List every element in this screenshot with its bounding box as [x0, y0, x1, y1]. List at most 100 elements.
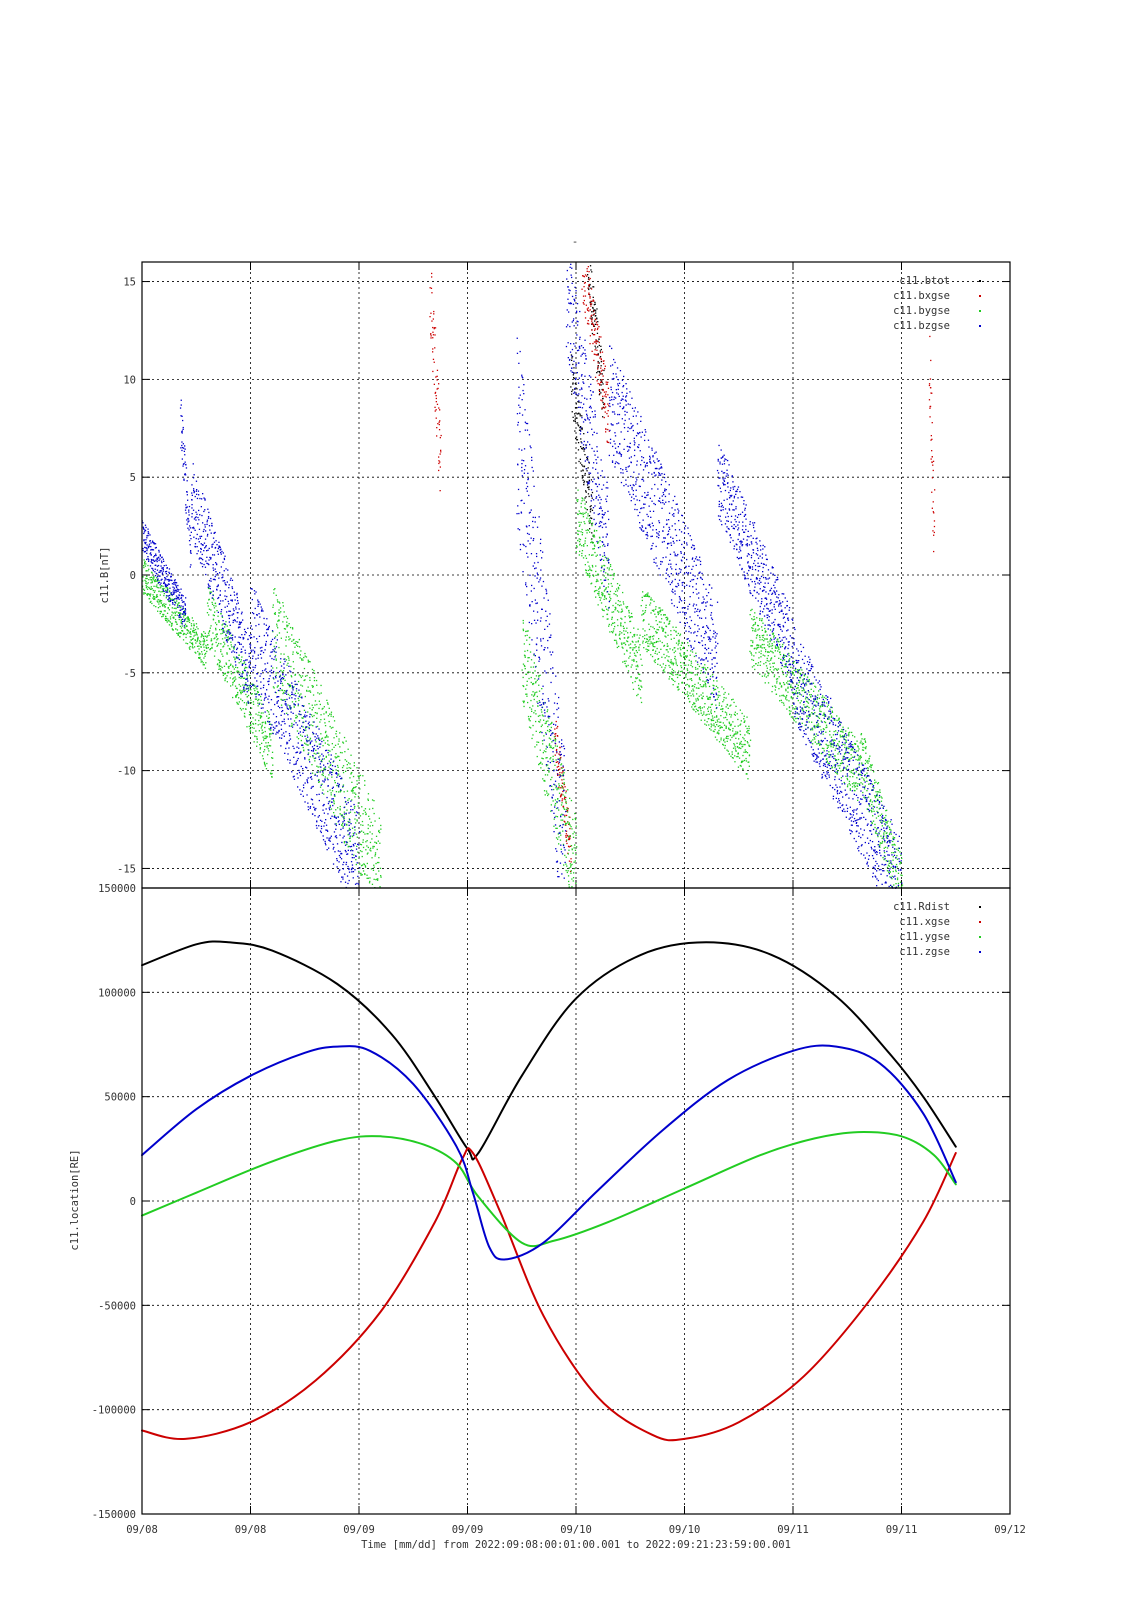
data-point	[683, 652, 685, 654]
data-point	[182, 605, 184, 608]
data-point	[568, 822, 570, 824]
data-point	[524, 650, 526, 652]
data-point	[774, 650, 776, 652]
data-point	[275, 659, 277, 661]
data-point	[142, 547, 144, 550]
data-point	[155, 606, 157, 608]
data-point	[747, 761, 749, 763]
data-point	[622, 601, 624, 603]
data-point	[182, 443, 184, 445]
data-point	[594, 376, 597, 378]
data-point	[191, 617, 193, 619]
data-point	[642, 636, 644, 638]
data-point	[589, 531, 591, 533]
data-point	[293, 638, 295, 641]
data-point	[658, 626, 661, 628]
data-point	[580, 506, 582, 508]
data-point	[165, 578, 167, 580]
data-point	[821, 696, 823, 699]
data-point	[266, 736, 269, 738]
data-point	[765, 649, 767, 651]
data-point	[587, 487, 590, 489]
data-point	[886, 832, 888, 834]
data-point	[244, 716, 246, 718]
data-point	[636, 664, 639, 666]
data-point	[587, 307, 589, 309]
data-point	[723, 717, 725, 719]
data-point	[569, 835, 571, 837]
data-point	[666, 616, 668, 618]
data-point	[705, 724, 708, 726]
data-point	[678, 639, 680, 641]
data-point	[561, 785, 564, 788]
data-point	[433, 361, 435, 363]
data-point	[362, 870, 365, 872]
data-point	[564, 816, 566, 818]
data-point	[196, 639, 199, 641]
data-point	[606, 440, 608, 442]
data-point	[860, 733, 863, 735]
data-point	[207, 605, 209, 607]
data-point	[530, 727, 532, 729]
data-point	[186, 632, 189, 634]
data-point	[262, 721, 264, 723]
data-point	[595, 340, 597, 342]
data-point	[303, 705, 305, 707]
data-point	[899, 863, 901, 865]
data-point	[180, 621, 182, 623]
data-point	[708, 685, 711, 688]
data-point	[626, 606, 629, 608]
data-point	[271, 757, 273, 759]
data-point	[651, 655, 654, 658]
data-point	[767, 655, 769, 657]
data-point	[180, 606, 182, 609]
data-point	[876, 833, 878, 835]
data-point	[373, 866, 375, 868]
data-point	[729, 713, 731, 716]
data-point	[834, 718, 836, 721]
data-point	[788, 700, 790, 702]
data-point	[835, 759, 837, 761]
data-point	[219, 668, 221, 670]
data-point	[357, 851, 359, 853]
data-point	[570, 861, 572, 863]
data-point	[637, 640, 639, 642]
data-point	[269, 745, 272, 747]
data-point	[290, 665, 292, 668]
data-point	[186, 523, 188, 525]
data-point	[240, 661, 242, 663]
data-point	[869, 765, 871, 768]
data-point	[330, 727, 333, 729]
data-point	[855, 771, 857, 773]
data-point	[238, 683, 240, 686]
data-point	[815, 700, 818, 703]
data-point	[288, 639, 290, 641]
data-point	[323, 713, 325, 715]
data-point	[859, 759, 861, 761]
data-point	[344, 759, 346, 761]
data-point	[329, 804, 331, 807]
data-point	[598, 594, 600, 596]
data-point	[571, 863, 573, 866]
data-point	[692, 685, 694, 687]
data-point	[693, 709, 695, 711]
data-point	[432, 334, 435, 336]
data-point	[725, 697, 727, 699]
data-point	[165, 617, 167, 620]
data-point	[672, 684, 674, 686]
data-point	[153, 597, 156, 600]
data-point	[638, 687, 640, 689]
data-point	[151, 567, 153, 569]
data-point	[579, 543, 581, 545]
data-point	[154, 555, 156, 557]
data-point	[541, 724, 543, 726]
data-point	[591, 320, 593, 322]
data-point	[166, 589, 169, 591]
data-point	[755, 630, 757, 632]
data-point	[623, 627, 625, 629]
data-point	[661, 641, 663, 644]
data-point	[536, 741, 538, 743]
data-point	[579, 415, 581, 417]
data-point	[299, 646, 301, 648]
data-point	[259, 717, 262, 719]
